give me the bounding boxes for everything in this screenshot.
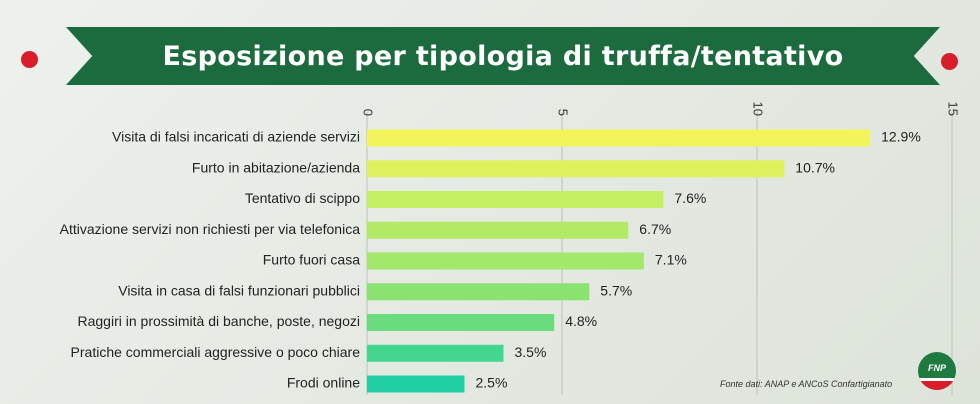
bar xyxy=(367,129,871,147)
bar xyxy=(367,375,465,393)
value-label: 3.5% xyxy=(515,344,547,360)
value-label: 6.7% xyxy=(639,221,671,237)
bar xyxy=(367,314,555,331)
x-tick-label: 5 xyxy=(556,109,571,116)
category-label: Pratiche commerciali aggressive o poco c… xyxy=(71,344,361,360)
x-tick-label: 0 xyxy=(361,109,376,116)
logo-red-stripe xyxy=(918,381,956,390)
value-label: 7.6% xyxy=(674,190,706,206)
fnp-logo: FNP xyxy=(918,352,956,390)
value-label: 10.7% xyxy=(795,159,835,175)
category-label: Furto in abitazione/azienda xyxy=(192,159,360,175)
bar xyxy=(367,160,785,178)
left-red-dot xyxy=(21,51,38,68)
bar xyxy=(367,344,504,362)
logo-text: FNP xyxy=(928,363,946,373)
bar xyxy=(367,191,664,208)
category-label: Visita di falsi incaricati di aziende se… xyxy=(112,129,360,145)
bar xyxy=(367,221,629,239)
value-label: 7.1% xyxy=(655,252,687,268)
value-label: 12.9% xyxy=(881,129,921,145)
bar xyxy=(367,283,590,301)
title-banner: Esposizione per tipologia di truffa/tent… xyxy=(66,27,940,85)
category-label: Furto fuori casa xyxy=(263,252,360,268)
source-note: Fonte dati: ANAP e ANCoS Confartigianato xyxy=(720,379,893,389)
value-label: 2.5% xyxy=(476,375,508,391)
logo-white-stripe xyxy=(918,378,956,381)
category-label: Visita in casa di falsi funzionari pubbl… xyxy=(118,282,360,298)
right-red-dot xyxy=(941,53,958,70)
x-tick-label: 15 xyxy=(946,102,961,116)
category-label: Tentativo di scippo xyxy=(245,190,360,206)
value-label: 5.7% xyxy=(600,282,632,298)
category-label: Frodi online xyxy=(287,375,360,391)
chart-title: Esposizione per tipologia di truffa/tent… xyxy=(162,40,844,72)
category-label: Attivazione servizi non richiesti per vi… xyxy=(60,221,361,237)
x-tick-label: 10 xyxy=(751,102,766,116)
category-label: Raggiri in prossimità di banche, poste, … xyxy=(78,313,361,329)
bar xyxy=(367,252,644,270)
value-label: 4.8% xyxy=(565,313,597,329)
